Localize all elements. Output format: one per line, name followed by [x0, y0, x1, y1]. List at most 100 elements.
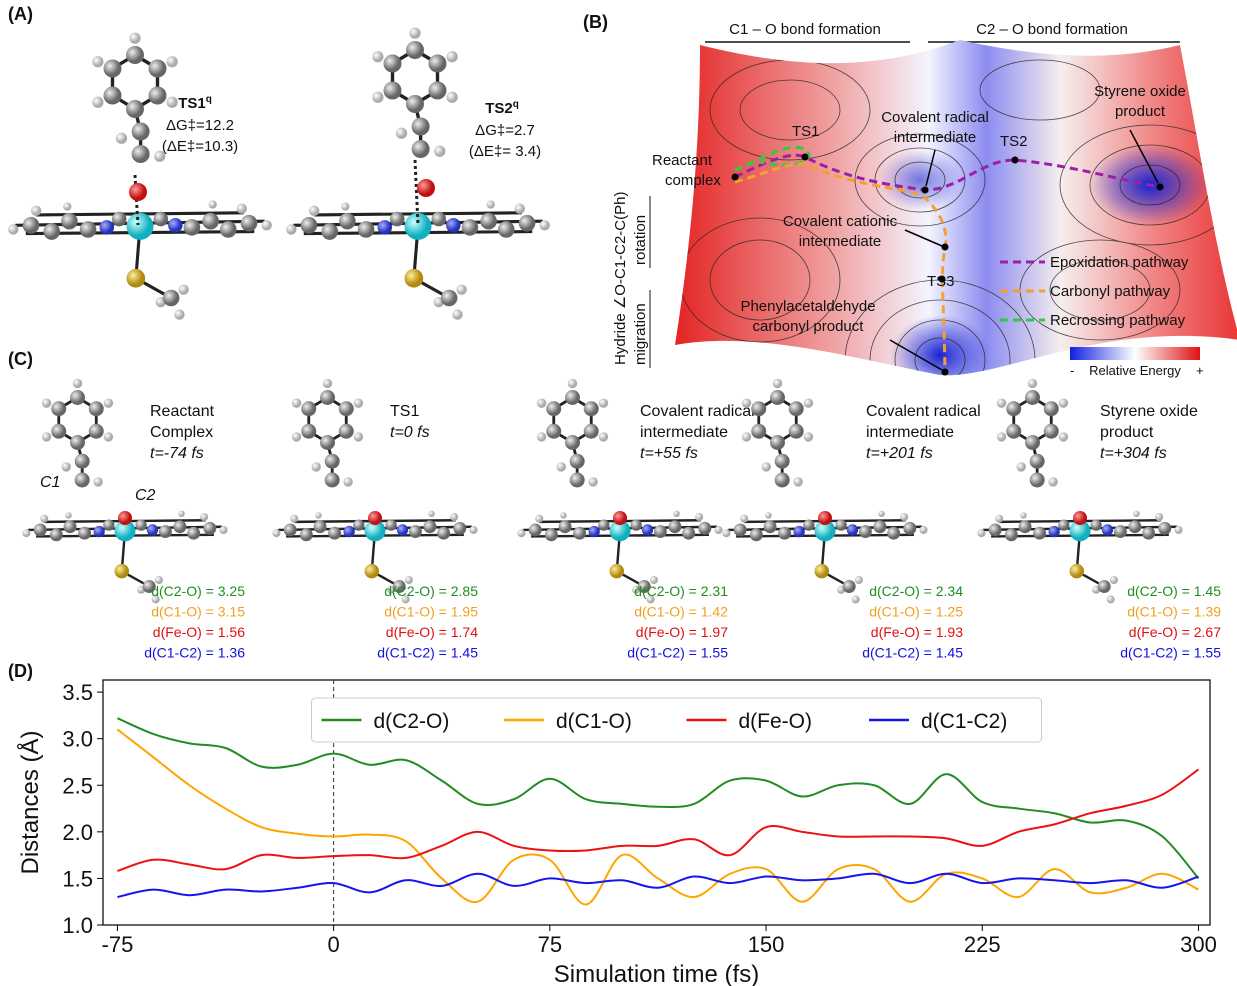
ts-sup: q [206, 94, 212, 105]
figure: (A) TS1q ΔG‡=12.2 (ΔE‡=10.3) TS2q ΔG‡=2.… [0, 0, 1237, 986]
label: complex [665, 172, 721, 189]
axis-label: Hydride ∠O-C1-C2-C(Ph) [612, 192, 629, 365]
x-tick-label: 150 [748, 932, 785, 957]
colorbar-plus: + [1196, 363, 1204, 378]
legend-label: Recrossing pathway [1050, 312, 1186, 329]
oxygen [368, 511, 382, 525]
ts-name: TS2 [485, 100, 513, 117]
distance: d(C1-O) = 1.95 [384, 604, 478, 620]
panel-label: (D) [8, 661, 33, 681]
panel-label: (B) [583, 12, 608, 32]
x-tick-label: -75 [102, 932, 134, 957]
x-axis-label: Simulation time (fs) [554, 961, 759, 986]
distance: d(C1-O) = 1.25 [869, 604, 963, 620]
distance: d(C1-C2) = 1.45 [377, 645, 478, 661]
distance: d(Fe-O) = 1.97 [636, 624, 728, 640]
oxygen [1073, 511, 1087, 525]
ts-info: TS2q [485, 99, 519, 117]
distance: d(C2-O) = 3.25 [151, 583, 245, 599]
pathway-legend-text: Epoxidation pathway Carbonyl pathway Rec… [1050, 254, 1189, 329]
well [880, 150, 960, 210]
series-line [117, 874, 1198, 897]
distance: d(C2-O) = 2.31 [634, 583, 728, 599]
phenyl [742, 379, 813, 488]
y-tick-label: 1.5 [62, 866, 93, 891]
phenyl [42, 379, 113, 488]
structure-title: Styrene oxide [1100, 403, 1198, 420]
label: TS1 [792, 123, 820, 140]
distance: d(C1-O) = 1.42 [634, 604, 728, 620]
structure-time: t=+304 fs [1100, 445, 1167, 462]
ts-dg: ΔG‡=12.2 [166, 117, 234, 134]
heme [8, 200, 272, 319]
colorbar-text: - Relative Energy + [1070, 363, 1204, 378]
phenyl [997, 379, 1068, 488]
legend-label: Epoxidation pathway [1050, 254, 1189, 271]
label: TS2 [1000, 133, 1028, 150]
distance: d(C1-C2) = 1.36 [144, 645, 245, 661]
structure-time: t=-74 fs [150, 445, 204, 462]
panel-label: (A) [8, 4, 33, 24]
ts-info: TS1q [178, 94, 212, 112]
ts-de: (ΔE‡= 3.4) [469, 143, 541, 160]
label: Covalent cationic [783, 213, 898, 230]
legend-label: Carbonyl pathway [1050, 283, 1171, 300]
distance: d(Fe-O) = 1.56 [153, 624, 245, 640]
y-tick-label: 2.0 [62, 820, 93, 845]
structure-title: Covalent radical [640, 403, 755, 420]
structure-title: intermediate [866, 424, 954, 441]
header: C1 – O bond formation [729, 21, 881, 38]
legend-label: d(C2-O) [374, 710, 450, 733]
distance: d(C2-O) = 2.34 [869, 583, 963, 599]
phenyl [292, 379, 363, 488]
series-line [117, 769, 1198, 871]
energy-landscape [670, 40, 1237, 440]
structure-title: product [1100, 424, 1154, 441]
ts-sup: q [513, 99, 519, 110]
distance: d(C1-C2) = 1.45 [862, 645, 963, 661]
distance: d(C1-C2) = 1.55 [627, 645, 728, 661]
colorbar-minus: - [1070, 363, 1074, 378]
atom-label: C2 [135, 487, 156, 504]
axis-label: rotation [632, 215, 649, 265]
distance: d(C1-O) = 3.15 [151, 604, 245, 620]
ts1-info: TS1q ΔG‡=12.2 (ΔE‡=10.3) TS2q ΔG‡=2.7 (Δ… [162, 94, 541, 160]
axis-label: migration [632, 303, 649, 365]
colorbar-label: Relative Energy [1089, 363, 1181, 378]
axis-text: Hydride ∠O-C1-C2-C(Ph) rotation migratio… [612, 192, 650, 368]
structure-title: Reactant [150, 403, 215, 420]
label: intermediate [799, 233, 882, 250]
structure-title: TS1 [390, 403, 419, 420]
x-tick-label: 225 [964, 932, 1001, 957]
oxygen [818, 511, 832, 525]
distance: d(C1-O) = 1.39 [1127, 604, 1221, 620]
label: Covalent radical [881, 109, 989, 126]
structure-time: t=+201 fs [866, 445, 933, 462]
oxygen [129, 183, 147, 201]
distance: d(Fe-O) = 2.67 [1129, 624, 1221, 640]
phenyl [537, 379, 608, 488]
distance: d(Fe-O) = 1.93 [871, 624, 963, 640]
label: Reactant [652, 152, 713, 169]
label: Styrene oxide [1094, 83, 1186, 100]
oxygen [417, 179, 435, 197]
label: intermediate [894, 129, 977, 146]
legend-label: d(C1-O) [556, 710, 632, 733]
panel-label: (C) [8, 349, 33, 369]
distance: d(Fe-O) = 1.74 [386, 624, 478, 640]
y-tick-label: 1.0 [62, 913, 93, 938]
well [890, 315, 990, 395]
structure-title: intermediate [640, 424, 728, 441]
y-tick-label: 3.5 [62, 680, 93, 705]
ts-dg: ΔG‡=2.7 [475, 122, 535, 139]
y-tick-label: 2.5 [62, 773, 93, 798]
oxygen [613, 511, 627, 525]
structure-time: t=0 fs [390, 424, 430, 441]
structure-title: Covalent radical [866, 403, 981, 420]
ts-name: TS1 [178, 95, 206, 112]
distance: d(C1-C2) = 1.55 [1120, 645, 1221, 661]
label: product [1115, 103, 1166, 120]
legend-label: d(Fe-O) [739, 710, 813, 733]
